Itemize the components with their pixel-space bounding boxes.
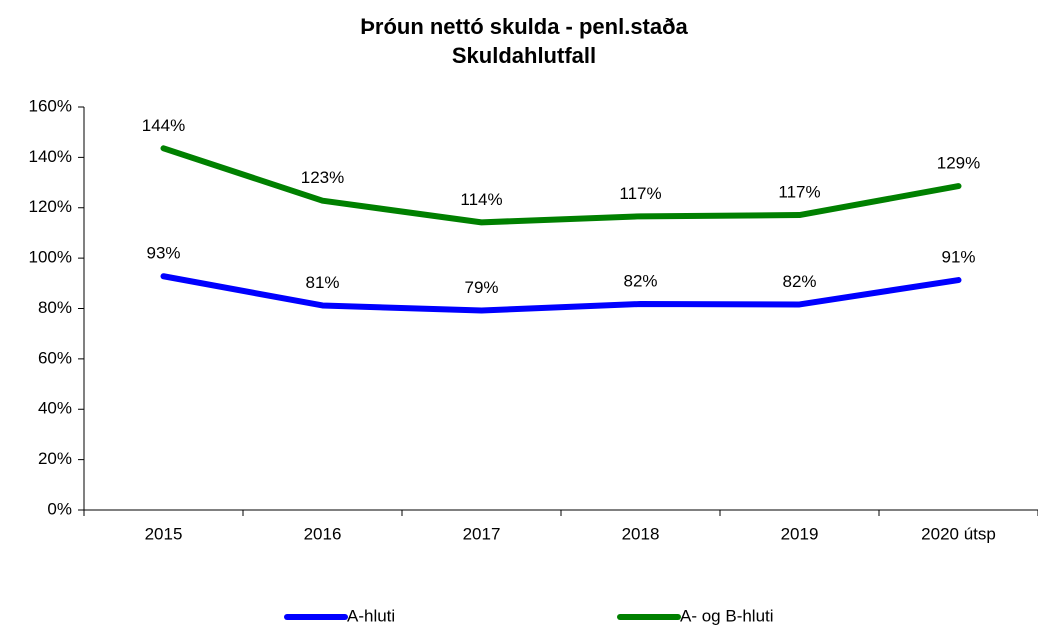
y-tick-label: 160% — [29, 96, 72, 115]
chart-subtitle: Skuldahlutfall — [452, 43, 596, 68]
data-label: 93% — [146, 244, 180, 263]
data-label: 117% — [778, 183, 820, 202]
x-tick-label: 2020 útsp — [921, 524, 996, 543]
line — [160, 145, 962, 226]
data-label: 82% — [623, 271, 657, 290]
data-label: 144% — [142, 116, 185, 135]
y-tick-label: 100% — [29, 248, 72, 267]
y-tick-label: 120% — [29, 197, 72, 216]
data-label: 114% — [460, 190, 502, 209]
data-label: 129% — [937, 154, 980, 173]
y-tick-label: 40% — [38, 399, 72, 418]
data-label: 117% — [619, 184, 661, 203]
data-label: 79% — [464, 278, 498, 297]
y-tick-label: 60% — [38, 348, 72, 367]
data-label: 123% — [301, 168, 344, 187]
x-tick-label: 2015 — [145, 524, 183, 543]
y-tick-label: 80% — [38, 298, 72, 317]
line — [160, 273, 962, 314]
legend-label: A- og B-hluti — [680, 606, 774, 625]
legend-label: A-hluti — [347, 606, 395, 625]
data-label: 81% — [305, 273, 339, 292]
y-tick-label: 20% — [38, 449, 72, 468]
x-tick-label: 2017 — [463, 524, 501, 543]
y-tick-label: 140% — [29, 147, 72, 166]
data-label: 91% — [941, 248, 975, 267]
x-tick-label: 2018 — [622, 524, 660, 543]
data-label: 82% — [782, 272, 816, 291]
x-tick-label: 2016 — [304, 524, 342, 543]
chart-title: Þróun nettó skulda - penl.staða — [360, 14, 688, 39]
y-tick-label: 0% — [47, 499, 72, 518]
x-tick-label: 2019 — [781, 524, 819, 543]
